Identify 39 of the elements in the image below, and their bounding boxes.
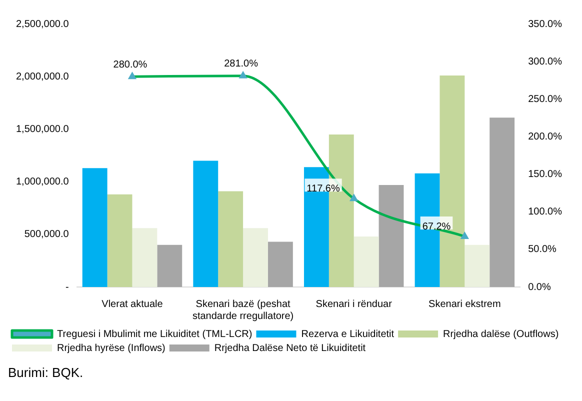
y2-tick-label: 100.0% [528,206,562,218]
y2-tick-label: 0.0% [528,282,551,293]
y-tick-label: - [65,282,69,293]
y-tick-label: 500,000.0 [24,229,70,240]
y2-tick-label: 250.0% [528,94,562,105]
bar [107,194,132,287]
bar [132,228,158,287]
data-label: 67.2% [422,221,451,232]
bar [378,184,404,287]
y-tick-label: 1,500,000.0 [16,124,70,135]
bar [354,236,379,287]
bar [268,242,293,287]
y2-tick-label: 300.0% [528,56,562,68]
legend-label: Rrjedha hyrëse (Inflows) [57,342,166,354]
text: Burimi: BQK. [8,365,84,380]
bar [157,244,182,287]
bar [490,118,515,287]
y2-tick-label: 350.0% [528,18,562,30]
data-label: 281.0% [224,58,258,70]
y-tick-label: 2,500,000.0 [16,18,70,30]
bar [82,168,108,287]
x-tick-label: Skenari bazë (peshat standarde rregullatore) [192,298,294,322]
legend-label: Rrjedha Dalëse Neto të Likuiditetit [214,342,366,354]
bar [218,191,244,287]
legend-label: Rezerva e Likuiditetit [301,328,394,340]
bar [193,160,218,287]
bar [243,228,268,287]
legend-label: Rrjedha dalëse (Outflows) [443,328,559,340]
legend-label: Treguesi i Mbulimit me Likuiditet (TML-LCR) [57,328,252,340]
y-tick-label: 1,000,000.0 [16,176,70,188]
y2-tick-label: 50.0% [528,244,557,256]
y2-tick-label: 200.0% [528,131,562,142]
x-tick-label: Skenari ekstrem [428,298,501,310]
y2-tick-label: 150.0% [528,169,562,180]
y-tick-label: 2,000,000.0 [16,71,70,82]
bar [464,244,490,287]
data-label: 280.0% [113,59,148,70]
x-tick-label: Skenari i rënduar [316,298,393,310]
x-tick-label: Vlerat aktuale [102,298,164,310]
